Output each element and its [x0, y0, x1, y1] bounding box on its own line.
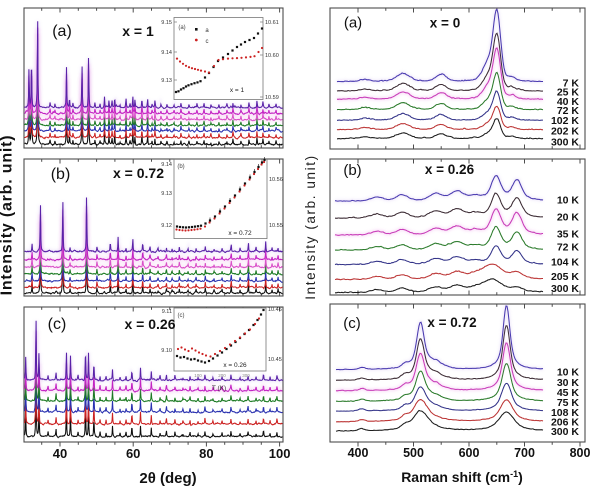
svg-text:10.59: 10.59 — [265, 95, 279, 101]
svg-text:72 K: 72 K — [557, 105, 580, 117]
svg-text:10.60: 10.60 — [265, 53, 279, 59]
svg-text:75 K: 75 K — [557, 397, 580, 409]
svg-text:(a): (a) — [178, 25, 185, 31]
svg-text:300 K: 300 K — [551, 426, 579, 438]
svg-text:45 K: 45 K — [557, 387, 580, 399]
svg-text:102 K: 102 K — [551, 115, 579, 127]
svg-text:(b): (b) — [343, 162, 361, 179]
svg-text:10.56: 10.56 — [269, 177, 283, 183]
svg-text:(c): (c) — [48, 316, 67, 333]
svg-text:2θ (deg): 2θ (deg) — [139, 470, 196, 487]
svg-text:x = 0.72: x = 0.72 — [427, 315, 476, 330]
svg-text:(c): (c) — [343, 315, 361, 332]
svg-text:10 K: 10 K — [557, 367, 580, 379]
svg-text:10.61: 10.61 — [265, 20, 279, 26]
svg-text:800: 800 — [570, 446, 591, 460]
svg-text:206 K: 206 K — [551, 417, 579, 429]
svg-text:(a): (a) — [52, 23, 72, 40]
svg-text:9.13: 9.13 — [161, 78, 172, 84]
svg-text:Raman shift (cm-1): Raman shift (cm-1) — [401, 469, 523, 485]
svg-text:600: 600 — [459, 446, 480, 460]
svg-text:202 K: 202 K — [551, 126, 579, 138]
svg-text:9.15: 9.15 — [161, 20, 172, 26]
svg-text:72 K: 72 K — [557, 242, 580, 254]
svg-text:300 K: 300 K — [551, 137, 579, 149]
svg-text:20 K: 20 K — [557, 212, 580, 224]
svg-text:x = 0.72: x = 0.72 — [113, 165, 164, 181]
svg-text:104 K: 104 K — [551, 257, 579, 269]
svg-text:x = 0: x = 0 — [430, 16, 460, 31]
svg-text:25 K: 25 K — [557, 87, 580, 99]
svg-text:9.14: 9.14 — [161, 50, 172, 56]
svg-text:(b): (b) — [51, 166, 71, 183]
svg-text:9.11: 9.11 — [162, 309, 172, 315]
svg-text:9.10: 9.10 — [161, 348, 172, 354]
svg-text:300: 300 — [242, 373, 250, 378]
svg-text:T (K): T (K) — [212, 385, 226, 392]
svg-text:x = 0.26: x = 0.26 — [125, 316, 176, 332]
svg-text:x = 0.26: x = 0.26 — [425, 162, 475, 177]
svg-text:c: c — [206, 39, 209, 45]
svg-text:(c): (c) — [178, 313, 185, 319]
svg-text:(a): (a) — [344, 15, 362, 32]
svg-text:10.45: 10.45 — [268, 357, 282, 363]
svg-text:10.46: 10.46 — [268, 307, 282, 313]
svg-text:100: 100 — [269, 446, 291, 461]
svg-text:205 K: 205 K — [551, 271, 579, 283]
svg-text:108 K: 108 K — [551, 407, 579, 419]
svg-text:x = 1: x = 1 — [230, 87, 245, 94]
svg-text:10 K: 10 K — [557, 195, 580, 207]
svg-text:9.12: 9.12 — [161, 223, 172, 229]
svg-text:100: 100 — [194, 373, 202, 378]
svg-text:x = 0.72: x = 0.72 — [228, 230, 252, 237]
svg-text:200: 200 — [218, 373, 226, 378]
svg-text:700: 700 — [514, 446, 535, 460]
svg-text:60: 60 — [126, 446, 140, 461]
svg-text:Intensity (arb. unit): Intensity (arb. unit) — [303, 154, 318, 299]
svg-text:30 K: 30 K — [557, 377, 580, 389]
svg-text:a: a — [205, 28, 209, 34]
svg-text:9.13: 9.13 — [161, 191, 172, 197]
svg-text:35 K: 35 K — [557, 229, 580, 241]
svg-text:(b): (b) — [177, 164, 184, 170]
svg-text:400: 400 — [348, 446, 369, 460]
svg-text:7 K: 7 K — [563, 78, 580, 90]
svg-text:40 K: 40 K — [557, 96, 580, 108]
svg-text:40: 40 — [53, 446, 67, 461]
svg-text:500: 500 — [403, 446, 424, 460]
svg-text:x = 1: x = 1 — [122, 23, 154, 39]
svg-text:Intensity (arb. unit): Intensity (arb. unit) — [0, 135, 16, 296]
svg-text:80: 80 — [199, 446, 213, 461]
svg-text:300 K: 300 K — [551, 283, 579, 295]
svg-text:10.55: 10.55 — [269, 223, 283, 229]
svg-text:x = 0.26: x = 0.26 — [223, 362, 247, 369]
svg-text:9.14: 9.14 — [161, 162, 172, 168]
